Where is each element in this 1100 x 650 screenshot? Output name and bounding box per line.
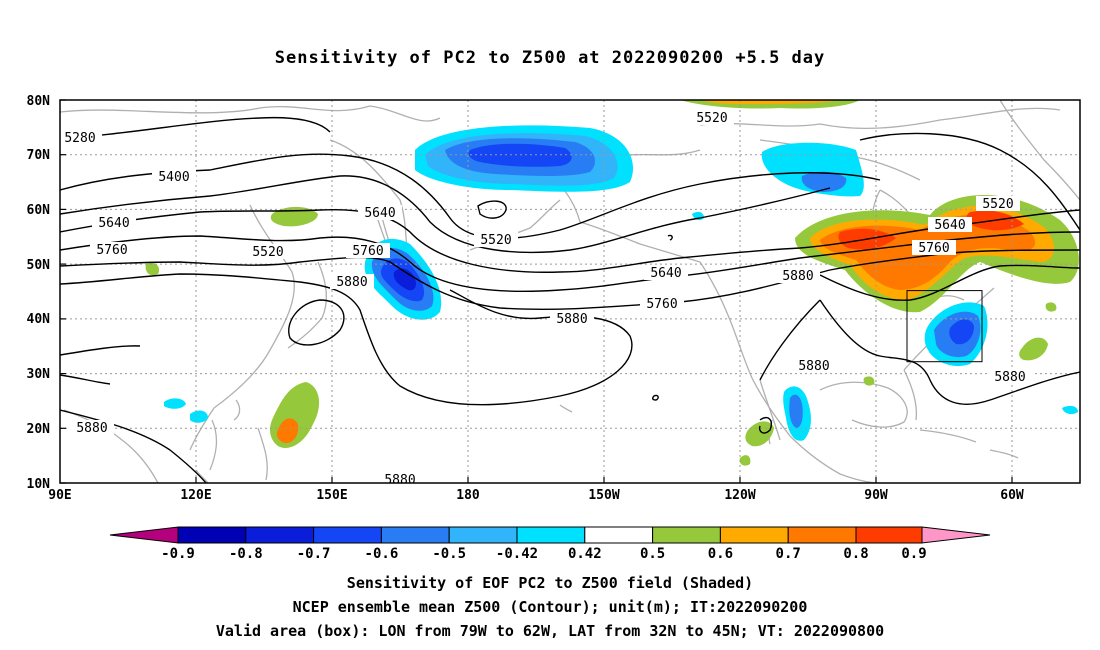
svg-text:5640: 5640 (934, 218, 965, 233)
lon-label: 60W (1000, 488, 1024, 503)
contour-label: 5880 (330, 274, 374, 290)
longitude-labels: 90E 120E 150E 180 150W 120W 90W 60W (48, 488, 1024, 503)
lat-label: 70N (27, 148, 51, 163)
contour-label: 5400 (152, 169, 196, 185)
colorbar-label: -0.7 (297, 546, 331, 562)
colorbar-cell (245, 526, 315, 544)
contour-label: 5640 (928, 217, 972, 233)
svg-text:5880: 5880 (798, 359, 829, 374)
lat-label: 60N (27, 203, 51, 218)
colorbar-over-triangle (921, 526, 991, 544)
axis-ticks (60, 99, 1013, 484)
lon-label: 90E (48, 488, 71, 503)
contour-label: 5760 (912, 240, 956, 256)
contour-label: 5880 (792, 358, 836, 374)
lat-label: 40N (27, 312, 51, 327)
svg-text:5760: 5760 (918, 241, 949, 256)
contour-label: 5640 (92, 215, 136, 231)
colorbar-cell (584, 526, 654, 544)
svg-text:5400: 5400 (158, 170, 189, 185)
colorbar-cell (652, 526, 721, 544)
colorbar-under-triangle (109, 526, 179, 544)
colorbar-cell (177, 526, 247, 544)
caption-line-2: NCEP ensemble mean Z500 (Contour); unit(… (292, 598, 808, 616)
colorbar-label: -0.6 (365, 546, 399, 562)
svg-text:5280: 5280 (64, 131, 95, 146)
lat-label: 50N (27, 258, 51, 273)
svg-text:5520: 5520 (982, 197, 1013, 212)
contour-label: 5880 (776, 268, 820, 284)
svg-text:5880: 5880 (556, 312, 587, 327)
colorbar-label: 0.9 (901, 546, 926, 562)
contour-label: 5880 (70, 420, 114, 436)
latitude-labels: 80N 70N 60N 50N 40N 30N 20N 10N (27, 94, 51, 492)
negative-sensitivity-shading (164, 125, 1078, 441)
svg-text:5640: 5640 (650, 266, 681, 281)
contour-label: 5880 (988, 369, 1032, 385)
lat-label: 80N (27, 94, 51, 109)
lat-label: 20N (27, 422, 51, 437)
svg-text:5880: 5880 (994, 370, 1025, 385)
svg-text:5880: 5880 (384, 473, 415, 488)
svg-text:5760: 5760 (646, 297, 677, 312)
svg-text:5880: 5880 (336, 275, 367, 290)
colorbar-cell (787, 526, 857, 544)
contour-label: 5640 (644, 265, 688, 281)
colorbar-cell (855, 526, 923, 544)
colorbar-label: 0.42 (568, 546, 602, 562)
colorbar-label: -0.42 (496, 546, 538, 562)
colorbar-label: 0.8 (843, 546, 868, 562)
z500-contours (60, 116, 1080, 483)
contour-label: 5520 (976, 196, 1020, 212)
contour-labels: 5280 5400 5640 5760 5520 5640 5760 5880 … (60, 110, 1032, 488)
lon-label: 150W (588, 488, 619, 503)
contour-label: 5880 (378, 472, 422, 488)
colorbar: -0.9 -0.8 -0.7 -0.6 -0.5 -0.42 0.42 0.5 … (109, 526, 991, 562)
colorbar-cell (516, 526, 586, 544)
contour-label: 5520 (690, 110, 734, 126)
svg-text:5760: 5760 (96, 243, 127, 258)
map-frame (59, 99, 1081, 484)
colorbar-label: -0.8 (229, 546, 263, 562)
svg-text:5640: 5640 (364, 206, 395, 221)
svg-text:5640: 5640 (98, 216, 129, 231)
colorbar-label: 0.6 (708, 546, 733, 562)
figure-title: Sensitivity of PC2 to Z500 at 2022090200… (274, 48, 826, 68)
contour-label: 5520 (474, 232, 518, 248)
contour-label: 5760 (346, 243, 390, 259)
svg-text:5520: 5520 (252, 245, 283, 260)
contour-label: 5880 (550, 311, 594, 327)
valid-area-box (906, 290, 983, 363)
svg-text:5520: 5520 (480, 233, 511, 248)
colorbar-cell (448, 526, 518, 544)
contour-label: 5280 (60, 130, 102, 146)
svg-text:5880: 5880 (76, 421, 107, 436)
lon-label: 120W (724, 488, 755, 503)
lon-label: 90W (864, 488, 888, 503)
colorbar-cell (380, 526, 450, 544)
colorbar-cell (313, 526, 382, 544)
colorbar-label: -0.9 (161, 546, 195, 562)
lat-label: 10N (27, 477, 51, 492)
colorbar-label: 0.5 (640, 546, 665, 562)
lat-label: 30N (27, 367, 51, 382)
colorbar-label: -0.5 (432, 546, 466, 562)
colorbar-cell (719, 526, 789, 544)
contour-label: 5760 (90, 242, 134, 258)
lon-label: 150E (316, 488, 347, 503)
contour-label: 5640 (358, 205, 402, 221)
svg-text:5520: 5520 (696, 111, 727, 126)
contour-label: 5520 (246, 244, 290, 260)
lon-label: 120E (180, 488, 211, 503)
contour-label: 5760 (640, 296, 684, 312)
svg-text:5760: 5760 (352, 244, 383, 259)
colorbar-label: 0.7 (776, 546, 801, 562)
caption-line-1: Sensitivity of EOF PC2 to Z500 field (Sh… (346, 574, 754, 592)
svg-text:5880: 5880 (782, 269, 813, 284)
caption-line-3: Valid area (box): LON from 79W to 62W, L… (215, 622, 885, 640)
lon-label: 180 (456, 488, 480, 503)
